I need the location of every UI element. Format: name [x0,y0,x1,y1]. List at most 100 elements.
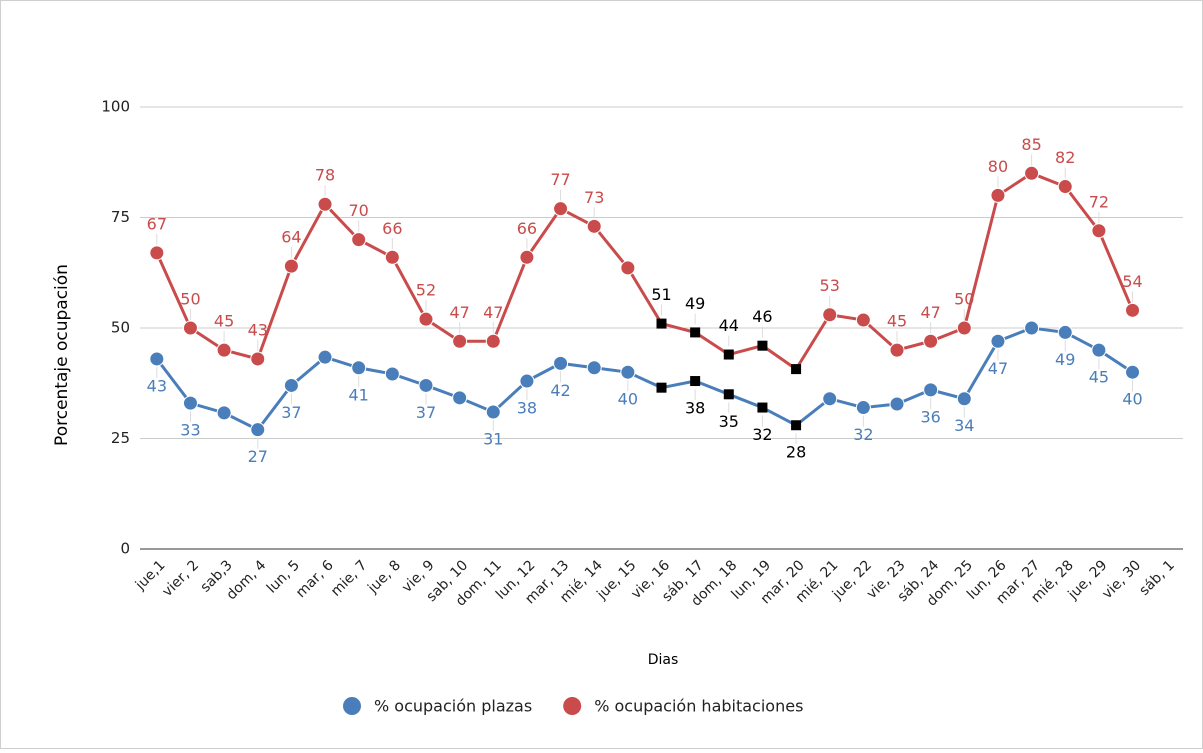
point-marker [855,312,871,328]
point-marker [485,404,501,420]
y-tick-label: 0 [120,540,130,558]
point-marker [1091,342,1107,358]
point-marker [1024,165,1040,181]
point-marker [956,391,972,407]
data-label: 50 [180,290,200,309]
y-tick-label: 50 [111,319,130,337]
y-tick-label: 100 [101,98,130,116]
data-label: 47 [483,303,503,322]
point-marker [656,318,667,329]
point-marker [149,351,165,367]
data-label: 73 [584,188,604,207]
point-marker [1125,364,1141,380]
data-label: 49 [685,294,705,313]
data-label: 47 [449,303,469,322]
point-marker [216,405,232,421]
data-label: 50 [954,290,974,309]
point-marker [956,320,972,336]
data-label: 80 [988,157,1008,176]
point-marker [351,360,367,376]
data-label: 66 [382,219,402,238]
point-marker [250,422,266,438]
point-marker [452,333,468,349]
point-marker [791,420,802,431]
point-marker [317,349,333,365]
point-marker [519,249,535,265]
data-label: 40 [1122,390,1142,409]
point-marker [1125,302,1141,318]
point-marker [1057,179,1073,195]
legend-label: % ocupación habitaciones [594,697,803,716]
point-marker [1091,223,1107,239]
point-marker [586,360,602,376]
point-marker [553,201,569,217]
data-label: 45 [1089,368,1109,387]
point-marker [586,218,602,234]
data-label: 49 [1055,350,1075,369]
data-label: 43 [147,376,167,395]
point-marker [182,395,198,411]
point-marker [889,342,905,358]
point-marker [1024,320,1040,336]
data-label: 43 [248,320,268,339]
legend-swatch [343,697,361,715]
point-marker [317,196,333,212]
y-axis-title: Porcentaje ocupación [52,264,72,446]
point-marker [149,245,165,261]
data-label: 33 [180,421,200,440]
point-marker [656,382,667,393]
point-marker [990,333,1006,349]
point-marker [822,391,838,407]
point-marker [923,333,939,349]
point-marker [452,390,468,406]
point-marker [620,260,636,276]
point-marker [283,377,299,393]
data-label: 67 [147,214,167,233]
point-marker [690,327,701,338]
data-label: 28 [786,443,806,462]
point-marker [757,340,768,351]
data-label: 32 [853,425,873,444]
data-label: 38 [517,399,537,418]
point-marker [485,333,501,349]
point-marker [418,311,434,327]
data-label: 54 [1122,272,1142,291]
point-marker [1057,324,1073,340]
data-label: 78 [315,166,335,185]
data-label: 45 [214,312,234,331]
point-marker [182,320,198,336]
point-marker [690,376,701,387]
data-label: 77 [550,170,570,189]
data-label: 51 [651,285,671,304]
data-label: 31 [483,429,503,448]
point-marker [384,366,400,382]
data-label: 66 [517,219,537,238]
point-marker [283,258,299,274]
data-label: 47 [988,359,1008,378]
point-marker [990,187,1006,203]
data-label: 85 [1021,135,1041,154]
data-label: 70 [349,201,369,220]
data-label: 47 [920,303,940,322]
point-marker [889,396,905,412]
point-marker [723,349,734,360]
data-label: 44 [719,316,739,335]
data-label: 42 [550,381,570,400]
point-marker [723,389,734,400]
point-marker [553,355,569,371]
data-label: 53 [820,276,840,295]
data-label: 37 [416,403,436,422]
data-label: 45 [887,312,907,331]
series-line [155,171,1134,372]
point-marker [791,364,802,375]
point-marker [418,377,434,393]
data-label: 52 [416,281,436,300]
point-marker [855,400,871,416]
data-label: 41 [349,385,369,404]
point-marker [620,364,636,380]
data-label: 40 [618,390,638,409]
point-marker [822,307,838,323]
y-tick-label: 75 [111,208,130,226]
